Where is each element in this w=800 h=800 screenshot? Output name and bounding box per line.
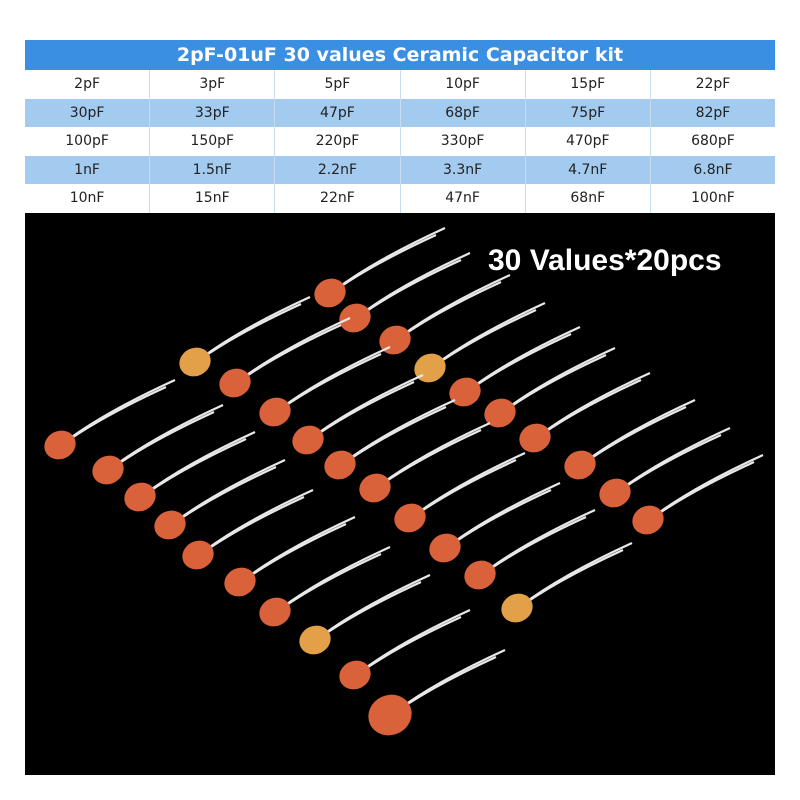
capacitor-body xyxy=(449,377,481,407)
table-row: 10nF 15nF 22nF 47nF 68nF 100nF xyxy=(25,184,775,213)
capacitor-lead xyxy=(144,430,256,495)
capacitor-lead xyxy=(319,573,431,638)
capacitor-lead xyxy=(484,508,596,573)
capacitor-body xyxy=(519,423,551,453)
capacitor-photo xyxy=(25,213,775,775)
capacitor-body xyxy=(464,560,496,590)
capacitor-lead xyxy=(379,421,491,486)
table-row: 100pF 150pF 220pF 330pF 470pF 680pF xyxy=(25,127,775,156)
table-cell: 22pF xyxy=(695,76,731,92)
capacitor-body xyxy=(339,660,371,690)
table-cell: 2.2nF xyxy=(275,155,401,185)
table-title: 2pF-01uF 30 values Ceramic Capacitor kit xyxy=(25,40,775,70)
capacitor-body xyxy=(599,478,631,508)
table-cell: 100nF xyxy=(691,190,735,207)
table-row: 1nF 1.5nF 2.2nF 3.3nF 4.7nF 6.8nF xyxy=(25,155,775,185)
capacitor-body xyxy=(259,397,291,427)
capacitor-body xyxy=(124,482,156,512)
capacitor-body xyxy=(314,278,346,308)
value-table: 2pF-01uF 30 values Ceramic Capacitor kit… xyxy=(25,40,775,213)
capacitor-lead xyxy=(344,398,456,463)
table-cell: 30pF xyxy=(25,98,151,128)
capacitor-lead xyxy=(652,453,764,518)
capacitor-body xyxy=(324,450,356,480)
table-cell: 3.3nF xyxy=(401,155,526,185)
capacitor-body xyxy=(259,597,291,627)
capacitor-lead xyxy=(359,608,471,673)
table-cell: 3pF xyxy=(150,70,276,99)
capacitor-body xyxy=(368,694,412,736)
capacitor-lead xyxy=(64,378,176,443)
capacitor-lead xyxy=(399,273,511,338)
table-cell: 10nF xyxy=(25,184,151,213)
capacitor-lead xyxy=(521,541,633,606)
capacitor-lead xyxy=(469,325,581,390)
capacitor-lead xyxy=(359,251,471,316)
table-cell: 2pF xyxy=(25,70,151,99)
capacitor-lead xyxy=(239,316,351,381)
capacitor-body xyxy=(44,430,76,460)
table-cell: 680pF xyxy=(691,133,735,150)
table-cell: 1nF xyxy=(25,155,151,185)
table-row: 2pF 3pF 5pF 10pF 15pF 22pF xyxy=(25,70,775,99)
table-cell: 68pF xyxy=(401,98,526,128)
capacitor-body xyxy=(429,533,461,563)
capacitor-lead xyxy=(584,398,696,463)
capacitor-body xyxy=(224,567,256,597)
capacitor-body xyxy=(359,473,391,503)
capacitor-body xyxy=(182,540,214,570)
capacitor-lead xyxy=(112,403,224,468)
capacitor-lead xyxy=(279,345,391,410)
table-cell: 470pF xyxy=(526,127,651,156)
capacitor-body xyxy=(154,510,186,540)
table-cell: 10pF xyxy=(401,70,526,99)
capacitor-body xyxy=(292,425,324,455)
capacitor-lead xyxy=(312,373,424,438)
capacitor-body xyxy=(219,368,251,398)
table-cell: 1.5nF xyxy=(150,155,276,185)
capacitor-lead xyxy=(202,488,314,553)
capacitor-lead xyxy=(199,295,311,360)
table-cell: 47nF xyxy=(401,184,526,213)
capacitor-body xyxy=(179,347,211,377)
capacitor-body xyxy=(92,455,124,485)
capacitor-body xyxy=(414,353,446,383)
capacitor-lead xyxy=(539,371,651,436)
table-cell: 22nF xyxy=(275,184,401,213)
capacitor-lead xyxy=(414,451,526,516)
capacitor-body xyxy=(339,303,371,333)
capacitor-lead xyxy=(279,545,391,610)
capacitor-body xyxy=(501,593,533,623)
table-cell: 15nF xyxy=(150,184,276,213)
table-cell: 15pF xyxy=(526,70,651,99)
table-cell: 220pF xyxy=(275,127,401,156)
capacitor-body xyxy=(394,503,426,533)
capacitor-lead xyxy=(619,426,731,491)
capacitor-lead xyxy=(334,226,446,291)
table-cell: 100pF xyxy=(25,127,151,156)
table-cell: 6.8nF xyxy=(693,161,733,178)
table-cell: 47pF xyxy=(275,98,401,128)
table-cell: 82pF xyxy=(695,104,731,121)
capacitor-lead xyxy=(434,301,546,366)
table-cell: 75pF xyxy=(526,98,651,128)
table-cell: 33pF xyxy=(150,98,276,128)
photo-caption: 30 Values*20pcs xyxy=(488,244,722,277)
capacitor-lead xyxy=(449,481,561,546)
table-cell: 4.7nF xyxy=(526,155,651,185)
capacitor-lead xyxy=(504,346,616,411)
table-row: 30pF 33pF 47pF 68pF 75pF 82pF xyxy=(25,98,775,128)
capacitor-body xyxy=(564,450,596,480)
capacitor-body xyxy=(484,398,516,428)
capacitor-body xyxy=(632,505,664,535)
table-cell: 68nF xyxy=(526,184,651,213)
table-cell: 5pF xyxy=(275,70,401,99)
table-cell: 330pF xyxy=(401,127,526,156)
capacitor-lead xyxy=(174,458,286,523)
table-cell: 150pF xyxy=(150,127,276,156)
capacitor-lead xyxy=(244,515,356,580)
capacitor-body xyxy=(299,625,331,655)
